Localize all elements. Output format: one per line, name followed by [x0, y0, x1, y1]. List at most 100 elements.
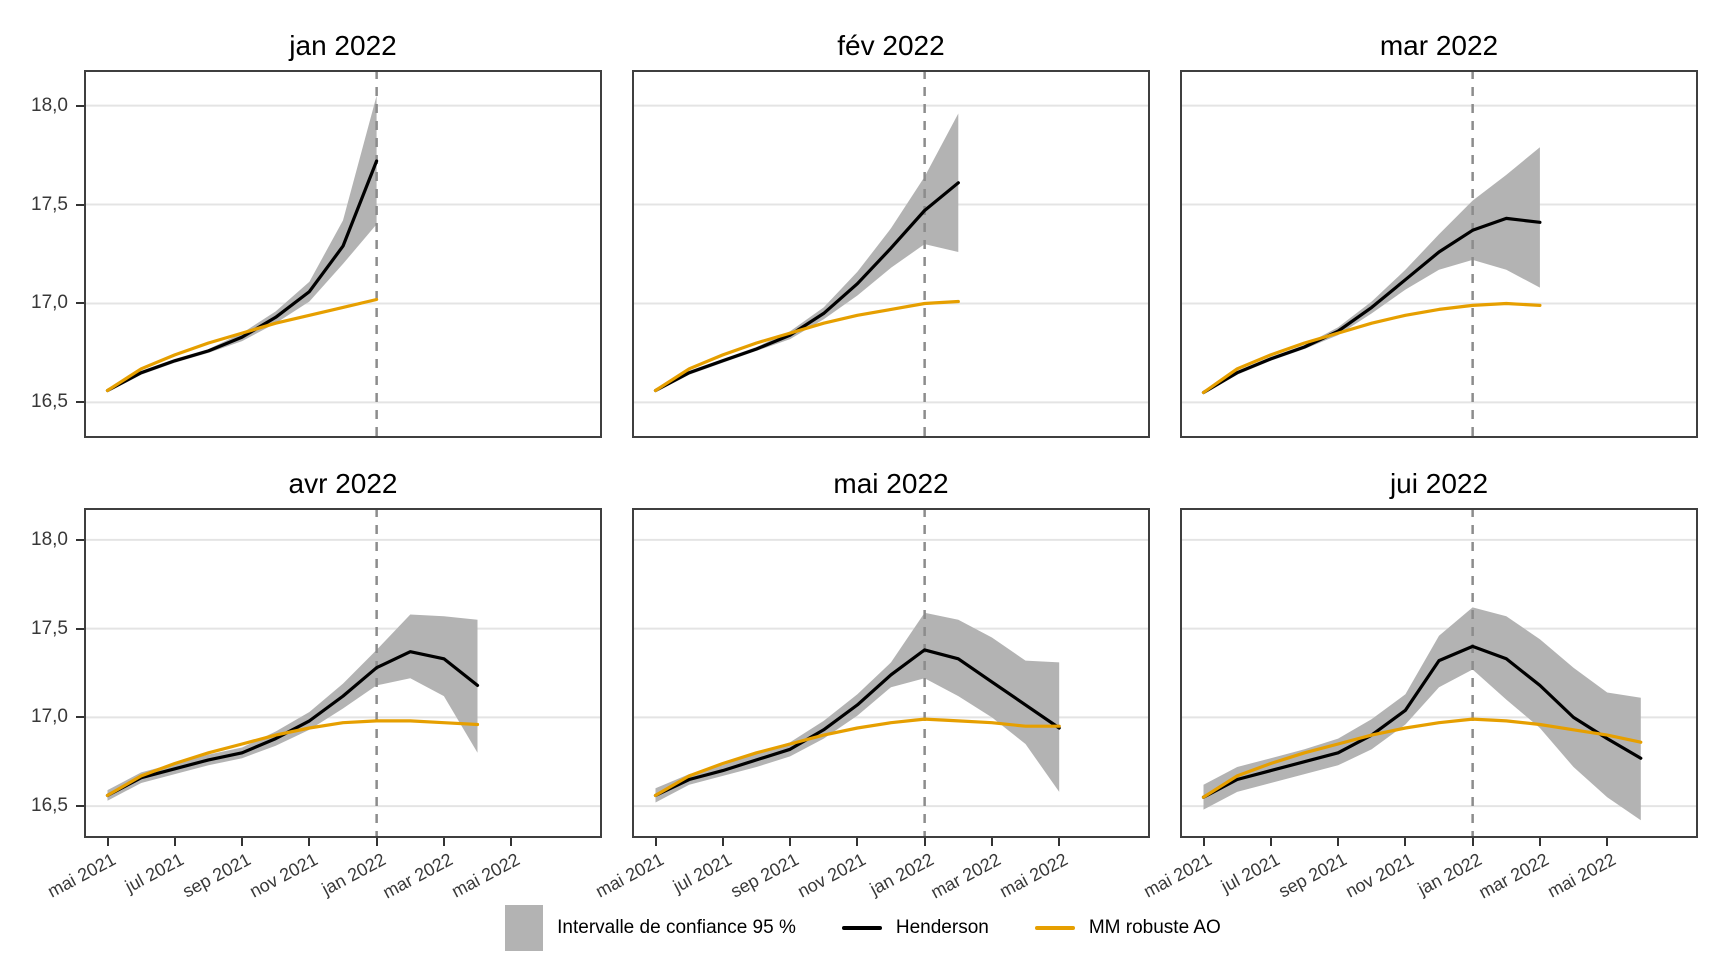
confidence-band: [655, 113, 959, 393]
y-tick: [76, 716, 84, 719]
x-tick-label: nov 2021: [246, 849, 322, 902]
panel-plot-mar-2022: [1180, 70, 1698, 438]
x-tick: [1538, 838, 1541, 846]
henderson-line: [105, 159, 379, 393]
mm-robuste-ao-line: [653, 717, 1061, 797]
henderson-line: [1201, 216, 1542, 395]
panel-plot-jui-2022: [1180, 508, 1698, 838]
x-tick: [1471, 838, 1474, 846]
panel-jan-2022: [84, 70, 602, 438]
x-tick-label: jan 2022: [866, 849, 937, 900]
y-tick-label: 17,5: [31, 193, 68, 215]
x-axis-labels: mai 2021 jul 2021 sep 2021 nov 2021 jan 2022…: [0, 838, 1726, 906]
legend: Intervalle de confiance 95 % Henderson M…: [0, 905, 1726, 960]
x-tick-label: sep 2021: [727, 849, 803, 902]
x-tick: [789, 838, 792, 846]
henderson-line: [653, 648, 1061, 797]
x-tick: [1269, 838, 1272, 846]
x-tick-label: nov 2021: [1342, 849, 1418, 902]
x-tick-label: mar 2022: [1475, 849, 1552, 903]
x-tick: [1337, 838, 1340, 846]
x-tick-label: sep 2021: [179, 849, 255, 902]
y-tick-label: 18,0: [31, 94, 68, 116]
henderson-line: [105, 650, 480, 797]
y-tick: [76, 401, 84, 404]
panel-plot-mai-2022: [632, 508, 1150, 838]
x-tick: [173, 838, 176, 846]
panel-mar-2022: [1180, 70, 1698, 438]
y-tick: [76, 203, 84, 206]
x-tick: [510, 838, 513, 846]
x-tick: [856, 838, 859, 846]
x-tick-label: mai 2021: [1140, 849, 1216, 902]
x-tick: [1202, 838, 1205, 846]
x-tick-label: jul 2021: [669, 849, 735, 897]
facet-title-jan-2022: jan 2022: [289, 30, 397, 61]
x-tick-label: jul 2021: [121, 849, 187, 897]
y-tick: [76, 805, 84, 808]
legend-label-mm-robuste-ao: MM robuste AO: [1088, 917, 1221, 938]
x-tick-label: mai 2022: [1544, 849, 1620, 902]
panel-mai-2022: [632, 508, 1150, 838]
y-tick: [76, 104, 84, 107]
facet-title-jui-2022: jui 2022: [1389, 468, 1489, 499]
x-tick: [1606, 838, 1609, 846]
mm-robuste-ao-line-swatch-icon: [1034, 926, 1075, 930]
x-tick: [1058, 838, 1061, 846]
y-tick-label: 17,5: [31, 617, 68, 639]
henderson-line-swatch-icon: [841, 926, 882, 930]
x-tick: [654, 838, 657, 846]
x-tick: [990, 838, 993, 846]
legend-item-mm-robuste-ao: MM robuste AO: [1034, 917, 1221, 939]
legend-item-confidence-band: Intervalle de confiance 95 %: [505, 905, 796, 951]
y-tick-label: 16,5: [31, 795, 68, 817]
mm-robuste-ao-line: [1201, 301, 1542, 395]
facet-title-fev-2022: fév 2022: [837, 30, 945, 61]
x-tick-label: mar 2022: [379, 849, 456, 903]
panel-plot-avr-2022: [84, 508, 602, 838]
confidence-band-swatch-icon: [505, 905, 544, 951]
legend-label-henderson: Henderson: [895, 917, 989, 938]
x-tick-label: jan 2022: [318, 849, 389, 900]
x-tick-label: jan 2022: [1414, 849, 1485, 900]
confidence-band: [107, 614, 478, 801]
y-tick: [76, 538, 84, 541]
y-axis-row1: 18,0 17,5 17,0 16,5: [0, 70, 84, 438]
facet-title-avr-2022: avr 2022: [288, 468, 398, 499]
y-tick: [76, 627, 84, 630]
legend-label-confidence-band: Intervalle de confiance 95 %: [557, 917, 796, 938]
x-tick-label: mai 2021: [44, 849, 120, 902]
x-tick-label: nov 2021: [794, 849, 870, 902]
panel-plot-jan-2022: [84, 70, 602, 438]
panel-fev-2022: [632, 70, 1150, 438]
confidence-band: [1203, 147, 1540, 395]
panel-border: [1180, 70, 1698, 438]
henderson-line: [1201, 644, 1643, 799]
facet-title-mai-2022: mai 2022: [833, 468, 949, 499]
y-axis-row2: 18,0 17,5 17,0 16,5: [0, 508, 84, 838]
x-tick: [241, 838, 244, 846]
x-tick-label: mar 2022: [927, 849, 1004, 903]
x-tick: [721, 838, 724, 846]
panel-border: [84, 508, 602, 838]
panel-avr-2022: [84, 508, 602, 838]
x-tick: [375, 838, 378, 846]
x-tick-label: jul 2021: [1217, 849, 1283, 897]
x-tick: [308, 838, 311, 846]
mm-robuste-ao-line: [105, 297, 379, 393]
x-tick: [923, 838, 926, 846]
henderson-line: [653, 181, 960, 393]
panel-border: [632, 70, 1150, 438]
mm-robuste-ao-line: [653, 299, 960, 393]
x-tick: [106, 838, 109, 846]
mm-robuste-ao-line: [1201, 717, 1643, 799]
y-tick-label: 17,0: [31, 292, 68, 314]
panel-border: [84, 70, 602, 438]
panel-border: [632, 508, 1150, 838]
y-tick-label: 18,0: [31, 528, 68, 550]
facet-title-mar-2022: mar 2022: [1379, 30, 1499, 61]
y-tick-label: 16,5: [31, 391, 68, 413]
x-tick-label: mai 2021: [592, 849, 668, 902]
x-tick: [442, 838, 445, 846]
y-tick-label: 17,0: [31, 706, 68, 728]
